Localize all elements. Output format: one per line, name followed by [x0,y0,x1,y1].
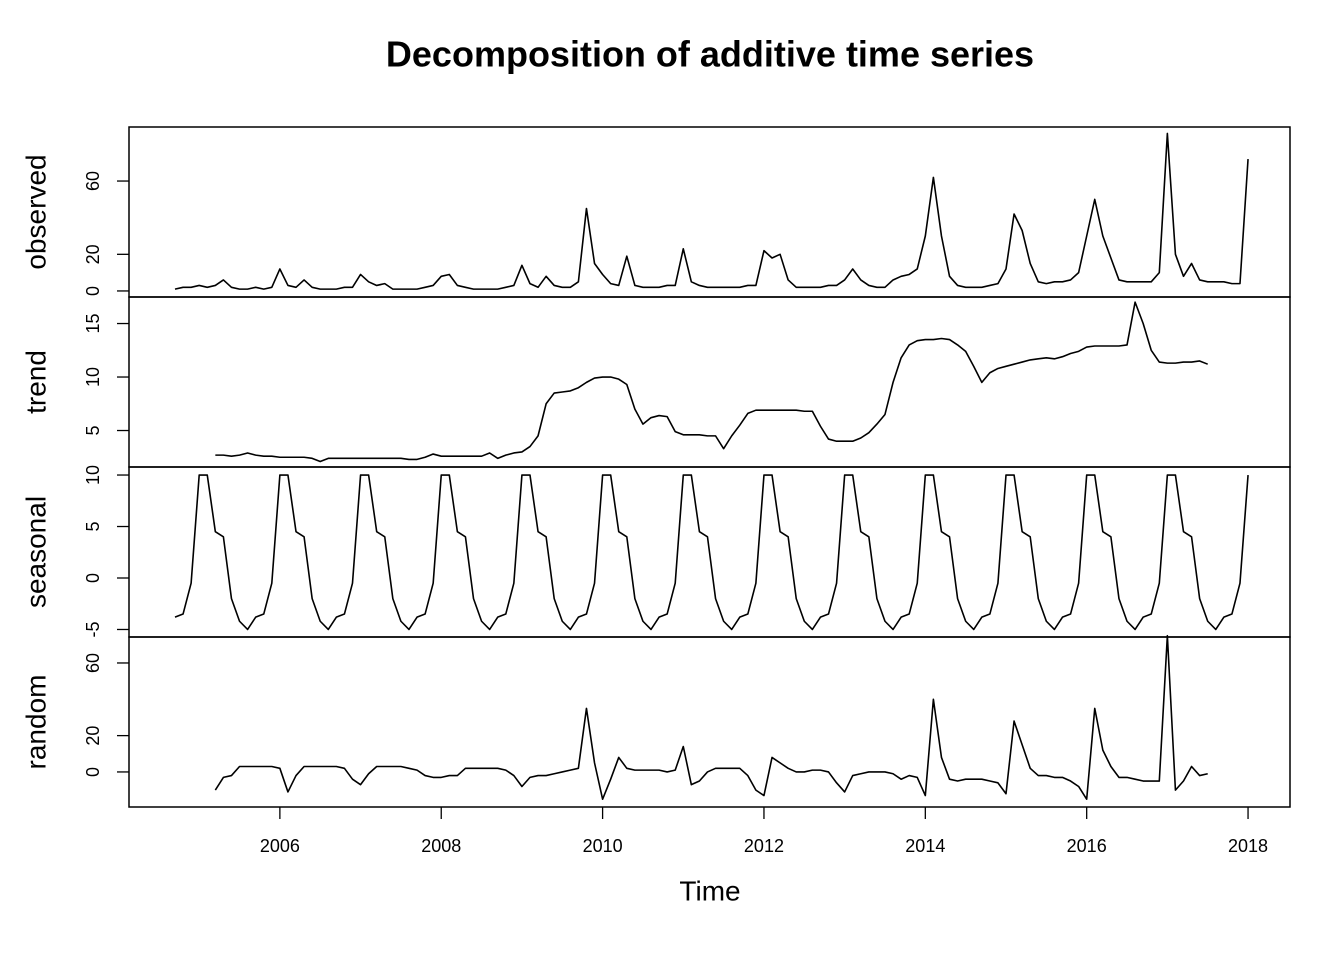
x-tick-label: 2010 [583,836,623,856]
y-axis-label: seasonal [20,496,51,608]
y-tick-label: 0 [83,767,103,777]
series-line [214,634,1208,800]
y-tick-label: -5 [83,621,103,637]
x-tick-label: 2008 [421,836,461,856]
y-tick-label: 60 [83,653,103,673]
x-tick-label: 2016 [1067,836,1107,856]
series-line [215,301,1209,463]
x-tick-label: 2012 [744,836,784,856]
y-tick-label: 20 [83,726,103,746]
y-tick-label: 20 [83,244,103,264]
x-tick-label: 2006 [260,836,300,856]
y-tick-label: 15 [83,314,103,334]
x-tick-label: 2014 [905,836,945,856]
series-line [174,474,1249,631]
panel-frame [128,296,1291,468]
y-axis-label: observed [20,154,51,269]
x-tick-label: 2018 [1228,836,1268,856]
y-axis-label: trend [20,350,51,414]
chart-title: Decomposition of additive time series [386,34,1034,75]
series-line [174,132,1249,290]
y-tick-label: 60 [83,171,103,191]
y-tick-label: 10 [83,367,103,387]
x-axis-label: Time [679,875,740,906]
y-tick-label: 5 [83,522,103,532]
y-tick-label: 0 [83,286,103,296]
panel-frame [128,636,1291,808]
y-tick-label: 10 [83,465,103,485]
y-tick-label: 0 [83,573,103,583]
y-tick-label: 5 [83,426,103,436]
y-axis-label: random [20,675,51,770]
